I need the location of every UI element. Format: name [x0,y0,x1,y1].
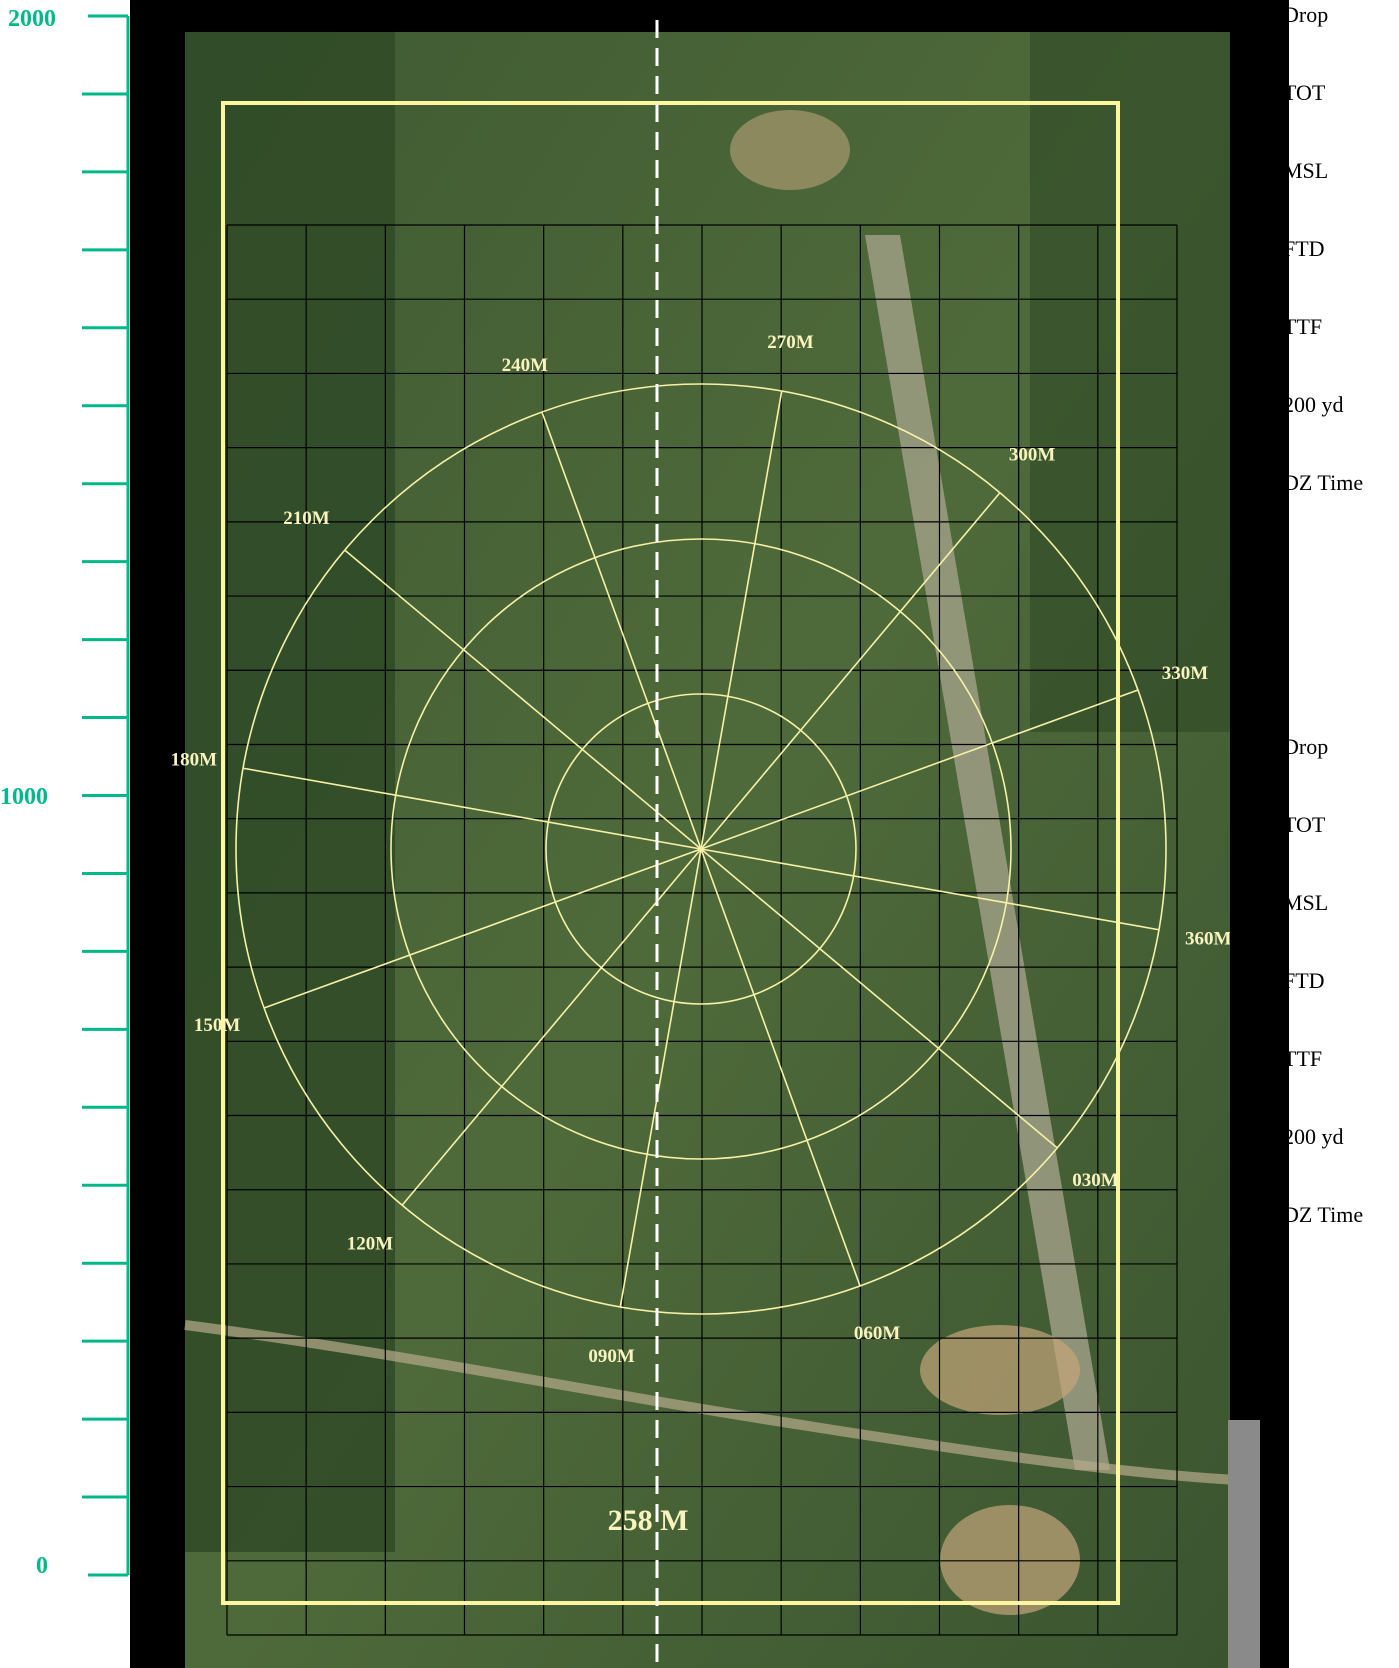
radial-label: 120M [347,1234,394,1255]
side-label-bottom-dz-time: DZ Time [1283,1202,1364,1227]
clearing-patch [730,110,850,190]
radial-label: 270M [767,332,814,353]
side-label-top-ftd: FTD [1283,236,1325,261]
radial-line [344,549,702,850]
clearing-patch [940,1505,1080,1615]
radial-label: 210M [283,508,330,529]
radial-line [700,848,861,1287]
side-label-bottom-ftd: FTD [1283,968,1325,993]
range-ring [545,693,857,1005]
side-label-top-msl: MSL [1283,158,1329,183]
radial-line [541,411,702,850]
radial-line [700,390,783,850]
scale-label-bottom: 0 [36,1553,48,1579]
radial-label: 240M [502,355,549,376]
gray-bar [1228,1420,1260,1668]
radial-label: 060M [854,1323,901,1344]
center-distance-label: 258 M [608,1504,689,1537]
radial-label: 180M [171,750,218,771]
radial-line [700,848,1160,931]
forest-left [185,32,395,1552]
scale-label-top: 2000 [8,6,56,32]
side-label-bottom-200-yd: 200 yd [1283,1124,1344,1149]
coordinate-grid [226,224,1178,1636]
drop-zone-map[interactable]: 258 M 270M 300M 330M 360M 030M 060M 090M 120M 15… [130,0,1230,1668]
side-label-bottom-drop: Drop [1283,734,1329,759]
radial-label: 360M [1185,928,1230,949]
radial-label: 330M [1162,663,1209,684]
side-label-bottom-msl: MSL [1283,890,1329,915]
side-label-top-200-yd: 200 yd [1283,392,1344,417]
range-ring [390,538,1012,1160]
radial-line [619,848,702,1308]
side-label-top-drop: Drop [1283,2,1329,27]
radial-line [700,689,1139,850]
side-label-bottom-ttf: TTF [1283,1046,1323,1071]
radial-line [700,492,1001,850]
runway-strip [865,235,1110,1470]
radial-label: 300M [1009,444,1056,465]
radial-line [263,848,702,1009]
radial-line [401,848,702,1206]
range-rings [235,383,1167,1315]
radial-label: 090M [588,1346,635,1367]
radial-label: 150M [194,1015,241,1036]
side-label-top-tot: TOT [1283,80,1326,105]
forest-right [1030,32,1230,732]
range-ring [235,383,1167,1315]
scale-label-middle: 1000 [0,784,48,810]
side-label-top-dz-time: DZ Time [1283,470,1364,495]
radial-label: 030M [1072,1170,1119,1191]
radial-line [700,848,1058,1149]
side-label-bottom-tot: TOT [1283,812,1326,837]
radial-line [242,767,702,850]
clearing-patch [920,1325,1080,1415]
radial-lines [242,390,1160,1308]
altitude-scale [82,14,130,1577]
side-label-top-ttf: TTF [1283,314,1323,339]
dirt-road [184,1320,1230,1485]
drop-zone-boundary [221,101,1120,1605]
